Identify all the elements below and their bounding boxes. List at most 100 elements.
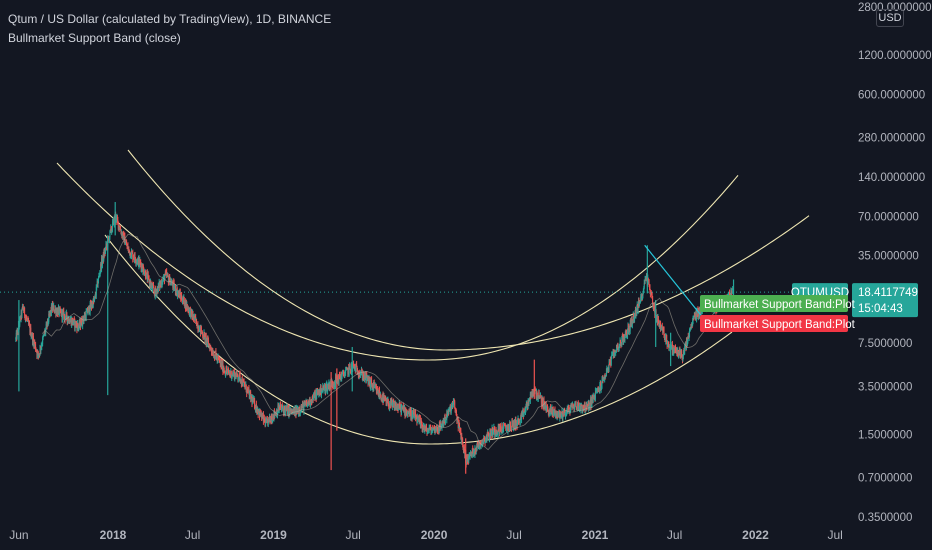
candle-body-2018-10-10 — [236, 371, 238, 374]
candle-body-2018-12-28 — [271, 417, 273, 422]
candle-body-2017-11-01 — [85, 311, 87, 320]
y-tick-label: 140.0000000 — [858, 172, 925, 184]
candle-body-2021-01-02 — [594, 391, 596, 399]
candle-body-2020-05-11 — [491, 430, 493, 436]
candles-layer — [15, 202, 735, 474]
candle-body-2019-06-27 — [350, 365, 352, 372]
y-tick-label: 35.0000000 — [858, 251, 919, 263]
candle-body-2017-06-03 — [19, 318, 21, 326]
candle-body-2019-03-30 — [311, 396, 313, 403]
candle-body-2021-02-15 — [614, 351, 616, 354]
candle-body-2020-07-09 — [517, 419, 519, 426]
candle-body-2018-02-20 — [134, 254, 136, 259]
candle-body-2020-03-06 — [462, 438, 464, 444]
candle-body-2021-06-07 — [663, 329, 665, 338]
candle-body-2018-08-06 — [207, 341, 209, 346]
currency-button[interactable]: USD — [876, 9, 904, 27]
candle-body-2021-04-06 — [636, 308, 638, 315]
candle-body-2020-08-29 — [539, 397, 541, 399]
candle-body-2021-05-25 — [657, 316, 659, 322]
candle-body-2020-07-11 — [518, 419, 519, 422]
candle-body-2021-05-04 — [648, 282, 650, 287]
candle-body-2018-10-22 — [241, 378, 243, 386]
candle-body-2021-06-19 — [668, 347, 670, 349]
candle-body-2021-02-07 — [610, 359, 612, 366]
trend-line — [644, 244, 703, 317]
candle-body-2019-06-17 — [346, 367, 348, 369]
candle-body-2018-08-23 — [215, 351, 217, 355]
candle-body-2020-02-21 — [456, 411, 457, 415]
candle-body-2018-02-15 — [132, 252, 134, 259]
cup-arc-3 — [104, 234, 733, 445]
candle-body-2021-03-22 — [629, 323, 631, 331]
last-price-tag — [852, 283, 918, 318]
candle-body-2020-05-06 — [489, 436, 490, 439]
candle-body-2018-12-18 — [266, 418, 268, 421]
candle-body-2019-11-07 — [409, 409, 411, 416]
candle-body-2020-01-13 — [438, 424, 440, 432]
candle-body-2020-08-04 — [528, 398, 530, 406]
candle-body-2018-01-28 — [124, 235, 126, 245]
y-tick-label: 1200.0000000 — [858, 50, 932, 62]
x-tick-label: Jul — [827, 528, 842, 542]
candle-body-2019-08-04 — [367, 376, 369, 383]
candle-body-2021-05-11 — [651, 295, 653, 297]
candle-body-2017-07-21 — [40, 348, 42, 351]
candle-body-2020-09-10 — [544, 405, 546, 409]
candle-body-2018-01-13 — [117, 221, 119, 229]
band-lower-label-box — [700, 315, 848, 332]
candle-body-2021-11-06 — [730, 290, 732, 298]
candle-body-2019-03-11 — [303, 404, 305, 412]
candle-body-2019-07-09 — [356, 364, 358, 367]
candle-body-2018-09-16 — [226, 369, 227, 373]
candle-body-2020-06-21 — [509, 421, 511, 430]
candle-body-2018-03-29 — [150, 284, 152, 287]
candle-body-2018-06-08 — [182, 300, 183, 303]
candle-body-2017-06-08 — [21, 308, 23, 317]
x-tick-label: Jul — [345, 528, 360, 542]
candle-body-2021-06-03 — [661, 326, 663, 330]
candle-body-2018-05-14 — [171, 282, 172, 285]
candle-body-2021-05-30 — [660, 321, 661, 330]
candle-body-2019-04-02 — [313, 394, 314, 399]
candle-body-2018-06-06 — [181, 295, 183, 300]
x-tick-label: 2020 — [421, 528, 448, 542]
x-tick-label: Jul — [185, 528, 200, 542]
candle-body-2020-08-18 — [534, 387, 536, 390]
candle-body-2018-10-24 — [242, 379, 244, 386]
candle-body-2017-07-15 — [37, 351, 39, 356]
candle-body-2020-06-23 — [510, 422, 512, 428]
candle-body-2018-09-27 — [230, 370, 232, 379]
candle-body-2018-04-26 — [163, 275, 165, 280]
candle-body-2019-03-07 — [301, 407, 303, 410]
y-tick-label: 7.5000000 — [858, 338, 912, 350]
candle-body-2019-10-07 — [395, 406, 397, 410]
chart-title: Qtum / US Dollar (calculated by TradingV… — [8, 12, 332, 26]
candle-body-2019-08-12 — [371, 379, 373, 387]
candle-body-2021-05-26 — [658, 321, 660, 325]
candle-body-2020-03-15 — [466, 455, 468, 464]
candle-body-2017-12-25 — [109, 230, 111, 238]
candle-body-2019-04-09 — [316, 391, 318, 399]
candle-body-2018-05-10 — [169, 276, 171, 286]
candle-body-2019-11-09 — [410, 411, 412, 418]
candle-body-2019-03-03 — [299, 412, 301, 414]
candle-body-2020-08-27 — [538, 392, 540, 398]
candle-body-2020-10-26 — [565, 413, 566, 417]
candle-body-2019-09-19 — [387, 400, 389, 405]
candle-body-2021-04-25 — [644, 279, 646, 284]
candle-body-2021-02-28 — [620, 340, 621, 343]
candle-body-2021-03-29 — [632, 314, 634, 324]
candle-body-2021-04-09 — [637, 306, 639, 311]
candle-body-2018-12-16 — [266, 419, 267, 423]
candle-body-2020-10-05 — [555, 411, 557, 415]
candle-body-2018-05-18 — [172, 281, 174, 288]
candle-body-2018-02-07 — [128, 249, 130, 252]
candle-body-2017-08-22 — [54, 309, 56, 312]
candle-body-2018-03-18 — [145, 272, 147, 279]
candle-body-2020-12-09 — [584, 402, 586, 411]
candle-body-2018-07-21 — [200, 327, 202, 333]
candle-body-2017-06-28 — [30, 327, 32, 337]
candle-body-2017-09-18 — [66, 312, 68, 319]
